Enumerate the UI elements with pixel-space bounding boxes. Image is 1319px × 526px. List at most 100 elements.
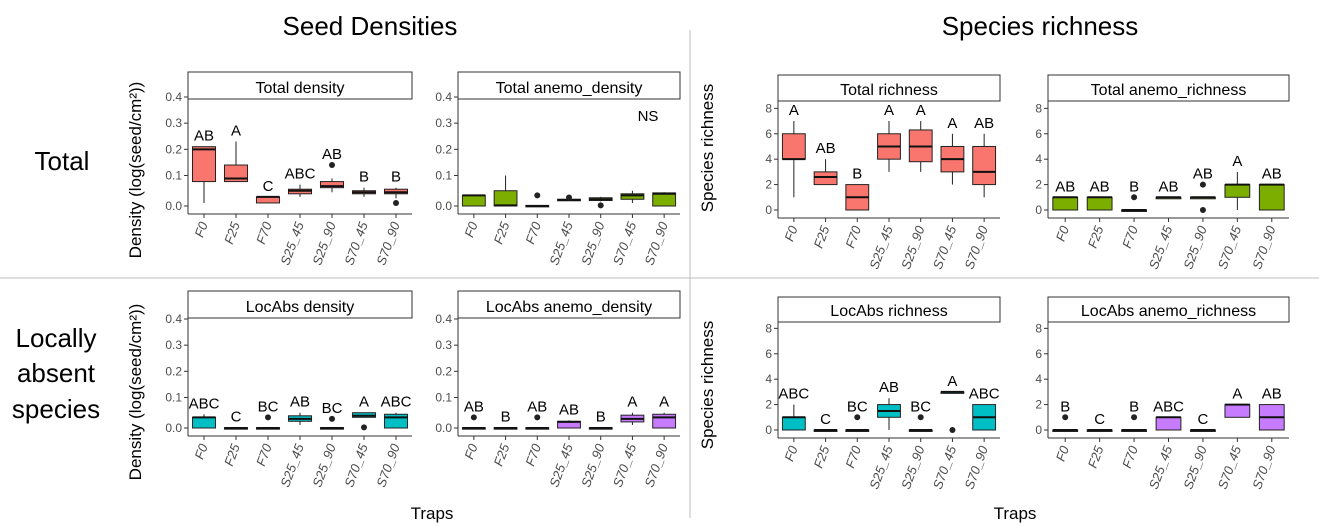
significance-letter: AB <box>1262 166 1282 183</box>
panel-annotation: NS <box>638 108 659 125</box>
x-tick-label: S25_45 <box>866 443 896 491</box>
box <box>652 192 677 207</box>
row-label-locabs-3: species <box>12 394 100 424</box>
significance-letter: AB <box>816 140 836 157</box>
row-label-locabs-2: absent <box>17 358 96 388</box>
x-tick-label: F25 <box>811 443 833 470</box>
significance-letter: C <box>231 409 242 426</box>
y-tick-label: 0.4 <box>165 90 182 104</box>
box-outlier <box>597 202 604 209</box>
box-outlier <box>329 162 335 169</box>
significance-letter: B <box>596 409 606 426</box>
box <box>620 193 645 200</box>
box-outlier <box>917 414 924 421</box>
facet-strip <box>457 71 681 100</box>
x-tick-label: S25_90 <box>1180 223 1210 271</box>
x-tick-label: F0 <box>192 441 212 461</box>
x-tick-label: F25 <box>811 223 833 250</box>
significance-letter: ABC <box>381 394 412 411</box>
significance-letter: A <box>1232 386 1242 403</box>
x-tick-label: F25 <box>1085 223 1107 250</box>
x-tick-label: S25_90 <box>578 219 608 267</box>
y-tick-label: 6 <box>765 127 772 141</box>
box <box>191 146 217 183</box>
significance-letter: AB <box>1193 166 1213 183</box>
significance-letter: AB <box>464 398 484 415</box>
box-outlier <box>265 414 271 421</box>
richness-ylabel-bottom: Species richness <box>698 321 717 450</box>
significance-letter: A <box>231 122 241 139</box>
facet-strip <box>457 290 681 319</box>
x-tick-label: F70 <box>1119 443 1141 470</box>
y-tick-label: 0.4 <box>165 312 182 326</box>
x-tick-label: F70 <box>253 441 275 468</box>
x-tick-label: S70_45 <box>341 219 371 267</box>
significance-letter: BC <box>847 398 868 415</box>
y-tick-label: 0.2 <box>165 142 182 156</box>
significance-letter: A <box>947 373 957 390</box>
significance-letter: A <box>359 394 369 411</box>
box-outlier <box>534 192 541 199</box>
y-tick-label: 0 <box>1035 203 1042 217</box>
box-outlier <box>393 199 399 206</box>
panel-7: LocAbs richness02468ABCF0CF25BCF70ABS25_… <box>765 296 1001 491</box>
significance-letter: AB <box>194 128 214 145</box>
y-tick-label: 0.0 <box>165 199 182 213</box>
xlabel-left: Traps <box>411 504 454 523</box>
significance-letter: AB <box>322 146 342 163</box>
y-tick-label: 0.0 <box>435 421 452 435</box>
facet-strip <box>187 290 413 319</box>
y-tick-label: 6 <box>1035 127 1042 141</box>
significance-letter: B <box>391 169 401 186</box>
x-tick-label: F0 <box>461 441 481 461</box>
facet-strip <box>1047 74 1290 102</box>
facet-strip <box>187 71 413 100</box>
significance-letter: AB <box>1262 386 1282 403</box>
significance-letter: B <box>359 169 369 186</box>
box <box>461 194 486 207</box>
y-tick-label: 0.4 <box>435 312 452 326</box>
x-tick-label: S25_90 <box>898 223 928 271</box>
facet-title: Total richness <box>840 82 938 99</box>
richness-ylabel-top: Species richness <box>698 84 717 213</box>
panel-1: Total density 0.0 0.1 0.2 0.3 0.4 AB F0 A F25 C F70… <box>165 71 413 267</box>
significance-letter: ABC <box>778 386 809 403</box>
box <box>1258 184 1285 211</box>
x-tick-label: S25_45 <box>546 441 576 489</box>
box-outlier <box>949 427 956 433</box>
box-outlier <box>1199 181 1206 188</box>
x-tick-label: S25_45 <box>277 441 307 489</box>
y-tick-label: 0.3 <box>165 116 182 130</box>
x-tick-label: F25 <box>221 219 243 246</box>
x-tick-label: F70 <box>253 219 275 246</box>
x-tick-label: F70 <box>842 443 864 470</box>
x-tick-label: S70_45 <box>930 223 960 271</box>
x-tick-label: S70_90 <box>642 219 672 267</box>
panel-6: LocAbs anemo_density0.00.10.20.30.4ABF0B… <box>435 290 681 489</box>
x-tick-label: S70_45 <box>930 443 960 491</box>
significance-letter: A <box>627 394 637 411</box>
x-tick-label: F0 <box>781 443 801 463</box>
x-tick-label: S25_45 <box>1146 443 1176 491</box>
x-tick-label: S70_90 <box>962 443 992 491</box>
significance-letter: ABC <box>1153 398 1184 415</box>
x-tick-label: S70_90 <box>1249 443 1279 491</box>
density-ylabel-top: Density (log(seed/cm²)) <box>126 82 145 259</box>
y-tick-label: 6 <box>765 347 772 361</box>
significance-letter: AB <box>290 394 310 411</box>
x-tick-label: S25_90 <box>578 441 608 489</box>
x-tick-label: S25_45 <box>277 219 307 267</box>
significance-letter: ABC <box>969 386 1000 403</box>
significance-letter: AB <box>559 401 579 418</box>
x-tick-label: F70 <box>522 441 544 468</box>
x-tick-label: S70_90 <box>1249 223 1279 271</box>
facet-title: Total anemo_density <box>496 80 643 97</box>
facet-title: Total anemo_richness <box>1091 82 1247 99</box>
significance-letter: AB <box>974 115 994 132</box>
x-tick-label: F25 <box>491 219 513 246</box>
y-tick-label: 0.1 <box>165 390 182 404</box>
box <box>972 145 997 186</box>
significance-letter: B <box>1060 398 1070 415</box>
x-tick-label: S70_45 <box>610 441 640 489</box>
box <box>781 133 806 160</box>
